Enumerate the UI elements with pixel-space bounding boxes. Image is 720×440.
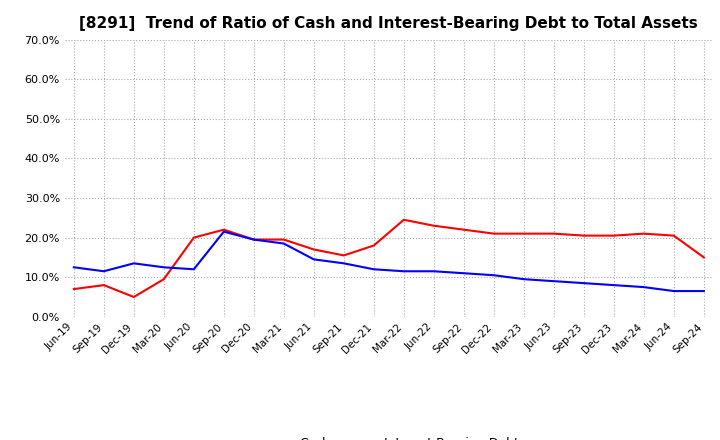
- Interest-Bearing Debt: [699, 289, 708, 294]
- Line: Interest-Bearing Debt: Interest-Bearing Debt: [73, 231, 703, 291]
- Interest-Bearing Debt: [429, 268, 438, 274]
- Cash: [670, 233, 678, 238]
- Interest-Bearing Debt: [639, 284, 648, 290]
- Cash: [459, 227, 468, 232]
- Interest-Bearing Debt: [549, 279, 558, 284]
- Cash: [490, 231, 498, 236]
- Cash: [639, 231, 648, 236]
- Cash: [69, 286, 78, 292]
- Interest-Bearing Debt: [99, 268, 108, 274]
- Interest-Bearing Debt: [250, 237, 258, 242]
- Interest-Bearing Debt: [459, 271, 468, 276]
- Title: [8291]  Trend of Ratio of Cash and Interest-Bearing Debt to Total Assets: [8291] Trend of Ratio of Cash and Intere…: [79, 16, 698, 32]
- Cash: [220, 227, 228, 232]
- Cash: [340, 253, 348, 258]
- Interest-Bearing Debt: [369, 267, 378, 272]
- Line: Cash: Cash: [73, 220, 703, 297]
- Cash: [609, 233, 618, 238]
- Cash: [250, 237, 258, 242]
- Cash: [279, 237, 288, 242]
- Cash: [160, 276, 168, 282]
- Cash: [189, 235, 198, 240]
- Interest-Bearing Debt: [400, 268, 408, 274]
- Legend: Cash, Interest-Bearing Debt: Cash, Interest-Bearing Debt: [253, 432, 524, 440]
- Interest-Bearing Debt: [519, 276, 528, 282]
- Interest-Bearing Debt: [130, 260, 138, 266]
- Cash: [699, 255, 708, 260]
- Cash: [369, 243, 378, 248]
- Interest-Bearing Debt: [160, 264, 168, 270]
- Interest-Bearing Debt: [220, 229, 228, 234]
- Cash: [130, 294, 138, 300]
- Interest-Bearing Debt: [670, 289, 678, 294]
- Interest-Bearing Debt: [609, 282, 618, 288]
- Cash: [99, 282, 108, 288]
- Interest-Bearing Debt: [580, 281, 588, 286]
- Cash: [519, 231, 528, 236]
- Cash: [310, 247, 318, 252]
- Interest-Bearing Debt: [310, 257, 318, 262]
- Interest-Bearing Debt: [279, 241, 288, 246]
- Cash: [549, 231, 558, 236]
- Cash: [429, 223, 438, 228]
- Cash: [400, 217, 408, 222]
- Interest-Bearing Debt: [490, 272, 498, 278]
- Cash: [580, 233, 588, 238]
- Interest-Bearing Debt: [340, 260, 348, 266]
- Interest-Bearing Debt: [69, 264, 78, 270]
- Interest-Bearing Debt: [189, 267, 198, 272]
